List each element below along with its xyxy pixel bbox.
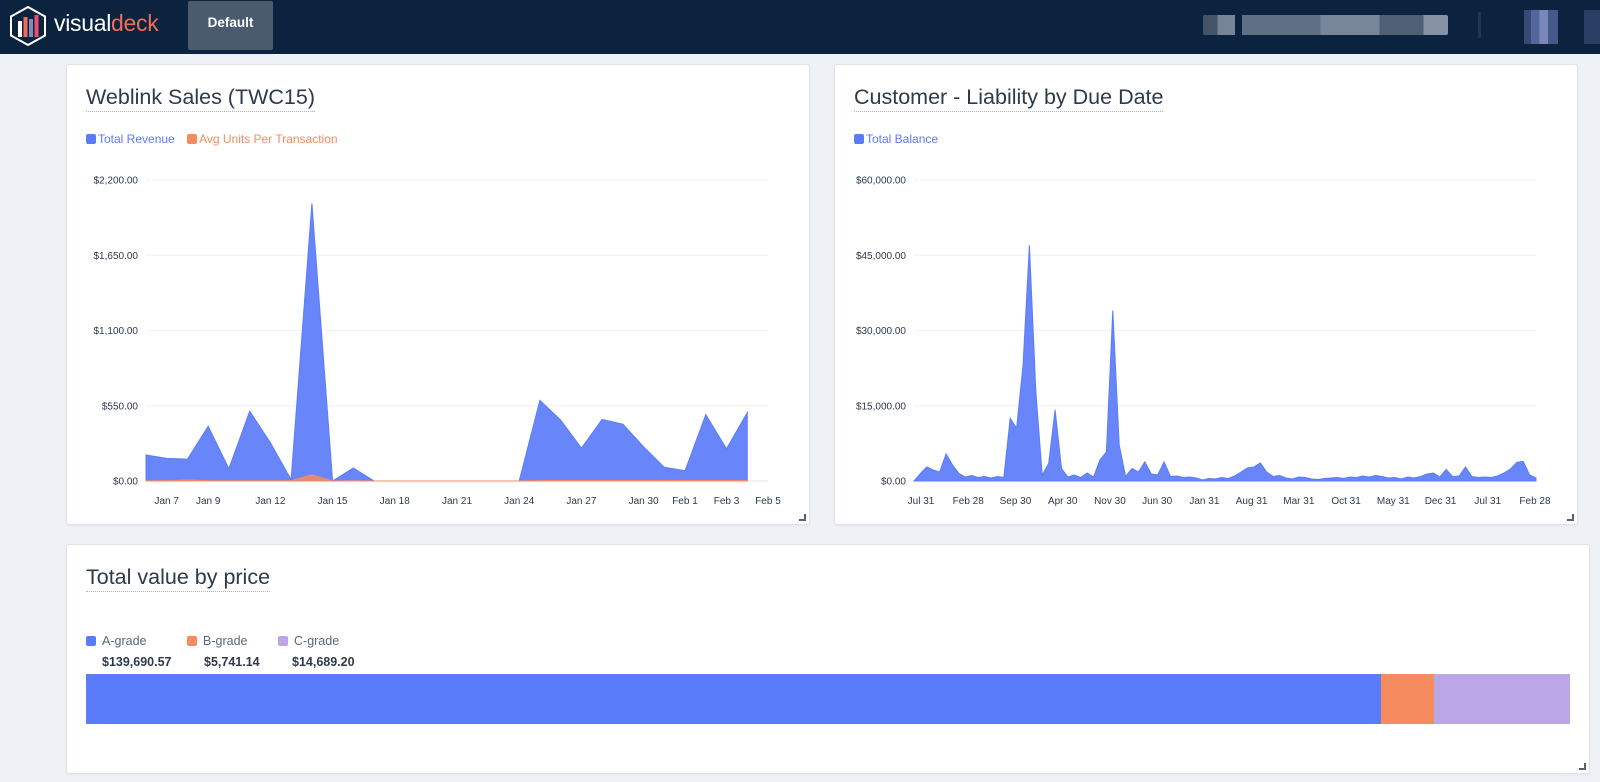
legend-label: B-grade <box>203 634 248 648</box>
x-tick-label: Feb 3 <box>714 496 740 507</box>
value-b-grade: $5,741.14 <box>204 655 260 669</box>
chart-legend: Total Balance <box>854 132 947 146</box>
y-tick-label: $30,000.00 <box>856 326 906 337</box>
legend-swatch <box>854 134 864 144</box>
legend-label: A-grade <box>102 634 147 648</box>
y-tick-label: $15,000.00 <box>856 401 906 412</box>
legend-swatch <box>187 636 197 646</box>
x-tick-label: Jan 18 <box>380 496 410 507</box>
x-tick-label: Jun 30 <box>1142 496 1172 507</box>
y-tick-label: $0.00 <box>113 477 138 488</box>
stacked-value-bar <box>86 674 1570 724</box>
legend-label: Total Revenue <box>98 132 175 146</box>
legend-item-total-revenue[interactable]: Total Revenue <box>86 132 175 146</box>
x-tick-label: Jul 31 <box>1474 496 1501 507</box>
dashboard-tab-default[interactable]: Default <box>188 1 273 50</box>
top-navigation-bar: visualdeck Default <box>0 0 1600 54</box>
y-tick-label: $2,200.00 <box>94 176 139 187</box>
x-tick-label: Nov 30 <box>1094 496 1126 507</box>
resize-handle-icon[interactable] <box>1567 514 1574 521</box>
x-tick-label: Dec 31 <box>1425 496 1457 507</box>
header-divider <box>1478 12 1481 38</box>
x-tick-label: Jan 9 <box>196 496 221 507</box>
chart-legend: Total Revenue Avg Units Per Transaction <box>86 132 347 146</box>
legend-label: Avg Units Per Transaction <box>199 132 338 146</box>
resize-handle-icon[interactable] <box>799 514 806 521</box>
y-tick-label: $1,100.00 <box>94 326 139 337</box>
user-name-redacted[interactable] <box>1203 15 1448 35</box>
legend-item-c-grade[interactable]: C-grade <box>278 634 339 648</box>
series-area-total-balance[interactable] <box>912 245 1537 482</box>
x-tick-label: Jan 27 <box>566 496 596 507</box>
panel-title[interactable]: Total value by price <box>86 565 271 592</box>
x-tick-label: Jan 24 <box>504 496 534 507</box>
bar-segment-c-grade[interactable] <box>1433 674 1570 724</box>
x-tick-label: Sep 30 <box>1000 496 1032 507</box>
y-tick-label: $0.00 <box>881 477 906 488</box>
panel-title[interactable]: Customer - Liability by Due Date <box>854 85 1164 112</box>
y-tick-label: $60,000.00 <box>856 176 906 187</box>
user-avatar[interactable] <box>1524 10 1558 44</box>
legend-item-avg-units[interactable]: Avg Units Per Transaction <box>187 132 338 146</box>
legend-item-total-balance[interactable]: Total Balance <box>854 132 938 146</box>
legend-label: Total Balance <box>866 132 939 146</box>
x-tick-label: Jan 31 <box>1189 496 1219 507</box>
x-tick-label: Mar 31 <box>1283 496 1315 507</box>
bar-segment-a-grade[interactable] <box>86 674 1381 724</box>
x-tick-label: Jul 31 <box>908 496 935 507</box>
x-tick-label: Feb 28 <box>953 496 985 507</box>
x-tick-label: Feb 1 <box>672 496 698 507</box>
legend-item-a-grade[interactable]: A-grade <box>86 634 146 648</box>
resize-handle-icon[interactable] <box>1579 763 1586 770</box>
brand-wordmark-part2: deck <box>111 10 159 36</box>
panel-title[interactable]: Weblink Sales (TWC15) <box>86 85 315 112</box>
legend-swatch <box>86 636 96 646</box>
y-tick-label: $45,000.00 <box>856 251 906 262</box>
x-tick-label: Feb 5 <box>755 496 781 507</box>
x-tick-label: May 31 <box>1377 496 1410 507</box>
x-tick-label: Jan 12 <box>255 496 285 507</box>
weblink-sales-area-chart[interactable]: $0.00 $550.00 $1,100.00 $1,650.00 $2,200.00 J… <box>67 65 811 526</box>
legend-swatch <box>86 134 96 144</box>
brand-wordmark-part1: visual <box>54 10 112 36</box>
x-tick-label: Jan 15 <box>318 496 348 507</box>
legend-label: C-grade <box>294 634 340 648</box>
bar-segment-b-grade[interactable] <box>1380 674 1434 724</box>
legend-swatch <box>278 636 288 646</box>
x-tick-label: Jan 7 <box>154 496 179 507</box>
y-tick-label: $1,650.00 <box>94 251 139 262</box>
user-menu-edge <box>1584 10 1600 44</box>
liability-area-chart[interactable]: $0.00 $15,000.00 $30,000.00 $45,000.00 $60,0… <box>835 65 1579 526</box>
legend-item-b-grade[interactable]: B-grade <box>187 634 247 648</box>
x-tick-label: Oct 31 <box>1331 496 1361 507</box>
value-c-grade: $14,689.20 <box>292 655 355 669</box>
brand-wordmark[interactable]: visualdeck <box>54 10 159 37</box>
panel-weblink-sales: Weblink Sales (TWC15) Total Revenue Avg … <box>66 64 810 525</box>
series-area-avg-units[interactable] <box>145 474 748 482</box>
legend-swatch <box>187 134 198 144</box>
value-a-grade: $139,690.57 <box>102 655 172 669</box>
visualdeck-logo-icon[interactable] <box>8 6 48 46</box>
panel-total-value-by-price: Total value by price A-grade $139,690.57… <box>66 544 1590 774</box>
y-tick-label: $550.00 <box>102 401 139 412</box>
series-area-total-revenue[interactable] <box>145 203 748 482</box>
panel-customer-liability: Customer - Liability by Due Date Total B… <box>834 64 1578 525</box>
x-tick-label: Jan 30 <box>629 496 659 507</box>
x-tick-label: Feb 28 <box>1519 496 1551 507</box>
x-tick-label: Aug 31 <box>1236 496 1268 507</box>
x-tick-label: Jan 21 <box>442 496 472 507</box>
x-tick-label: Apr 30 <box>1048 496 1078 507</box>
